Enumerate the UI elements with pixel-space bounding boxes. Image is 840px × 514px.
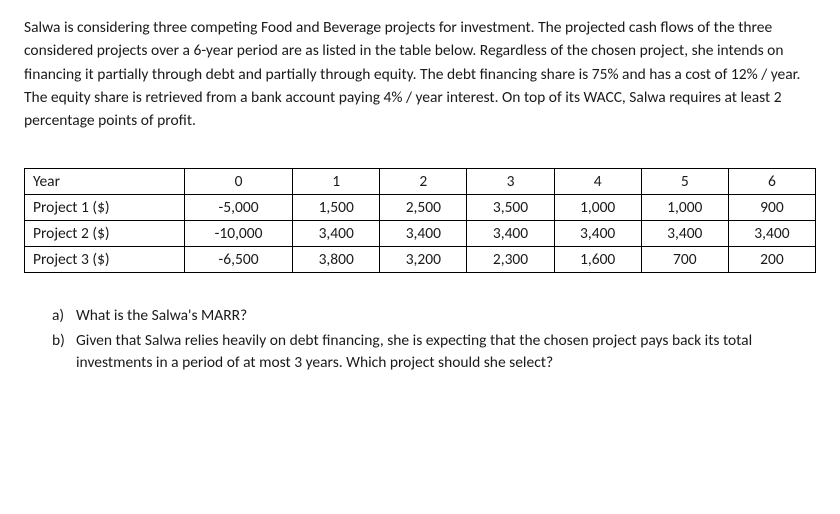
table-row: Project 1 ($) -5,000 1,500 2,500 3,500 1…	[25, 195, 816, 221]
cell: 1,000	[641, 195, 728, 221]
cell: -6,500	[185, 247, 293, 273]
row-label-project1: Project 1 ($)	[25, 195, 185, 221]
header-col-4: 4	[554, 169, 641, 195]
question-a-text: What is the Salwa's MARR?	[76, 305, 816, 327]
question-a-letter: a)	[52, 305, 76, 327]
cell: -5,000	[185, 195, 293, 221]
header-col-1: 1	[293, 169, 380, 195]
cell: 3,400	[728, 221, 815, 247]
header-col-3: 3	[467, 169, 554, 195]
row-label-project2: Project 2 ($)	[25, 221, 185, 247]
question-b-text: Given that Salwa relies heavily on debt …	[76, 330, 816, 375]
cell: 3,400	[467, 221, 554, 247]
table-row: Project 3 ($) -6,500 3,800 3,200 2,300 1…	[25, 247, 816, 273]
header-col-5: 5	[641, 169, 728, 195]
cell: 1,600	[554, 247, 641, 273]
header-col-0: 0	[185, 169, 293, 195]
cell: 3,400	[293, 221, 380, 247]
cell: 3,400	[554, 221, 641, 247]
cell: 1,500	[293, 195, 380, 221]
cell: 2,300	[467, 247, 554, 273]
questions-list: a) What is the Salwa's MARR? b) Given th…	[24, 305, 816, 374]
cell: 700	[641, 247, 728, 273]
question-a: a) What is the Salwa's MARR?	[52, 305, 816, 327]
header-year: Year	[25, 169, 185, 195]
cell: 3,400	[641, 221, 728, 247]
header-col-2: 2	[380, 169, 467, 195]
cell: 2,500	[380, 195, 467, 221]
table-header-row: Year 0 1 2 3 4 5 6	[25, 169, 816, 195]
question-b: b) Given that Salwa relies heavily on de…	[52, 330, 816, 375]
row-label-project3: Project 3 ($)	[25, 247, 185, 273]
cell: 3,200	[380, 247, 467, 273]
cell: 900	[728, 195, 815, 221]
header-col-6: 6	[728, 169, 815, 195]
problem-statement: Salwa is considering three competing Foo…	[24, 16, 816, 132]
cell: 3,500	[467, 195, 554, 221]
cell: 3,400	[380, 221, 467, 247]
table-row: Project 2 ($) -10,000 3,400 3,400 3,400 …	[25, 221, 816, 247]
cash-flow-table: Year 0 1 2 3 4 5 6 Project 1 ($) -5,000 …	[24, 168, 816, 273]
question-b-letter: b)	[52, 330, 76, 375]
cell: -10,000	[185, 221, 293, 247]
cell: 3,800	[293, 247, 380, 273]
cell: 200	[728, 247, 815, 273]
cell: 1,000	[554, 195, 641, 221]
